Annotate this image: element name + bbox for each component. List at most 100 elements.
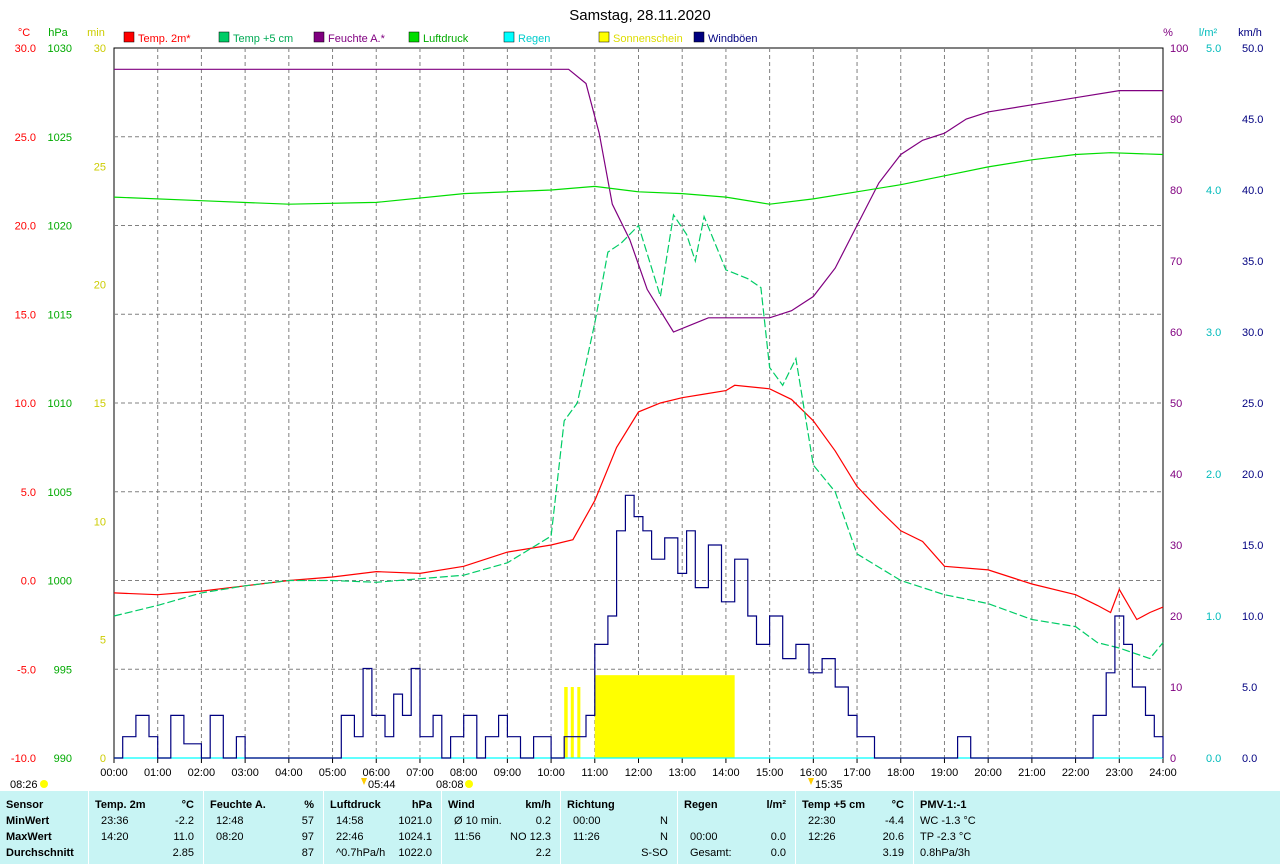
humidity-tick: 30 — [1170, 540, 1182, 552]
wind-unit: km/h — [1238, 27, 1262, 39]
humidity-tick: 50 — [1170, 398, 1182, 410]
footer-cell-time: 23:36 — [101, 815, 129, 827]
footer-row-label: MaxWert — [6, 831, 52, 843]
rain-tick: 5.0 — [1206, 43, 1221, 55]
humidity-tick: 0 — [1170, 753, 1176, 765]
sunshine-bar — [564, 687, 568, 758]
footer-cell-time: Ø 10 min. — [454, 815, 502, 827]
pressure-tick: 1015 — [48, 309, 72, 321]
series-feuchte-a — [114, 68, 1163, 333]
series-windb-en — [114, 494, 1164, 759]
footer-cell-time: 12:26 — [808, 831, 836, 843]
footer-cell-value: 0.0 — [770, 831, 786, 843]
footer-header: Wind — [448, 799, 475, 811]
footer-col-wind: Wind km/h Ø 10 min. 0.2 11:56 NO 12.3 2.2 — [441, 791, 559, 864]
footer-cell-time: 11:56 — [454, 831, 481, 843]
footer-cell-value: 57 — [301, 815, 314, 827]
footer-header: Richtung — [567, 799, 615, 811]
legend-label: Sonnenschein — [613, 33, 683, 45]
pressure-tick: 1020 — [48, 221, 72, 233]
humidity-tick: 20 — [1170, 611, 1182, 623]
sun-unit: min — [87, 27, 105, 39]
humidity-tick: 40 — [1170, 469, 1182, 481]
time-tick: 10:00 — [537, 767, 565, 779]
sun-dot — [465, 780, 473, 788]
legend-label: Windböen — [708, 33, 758, 45]
time-tick: 22:00 — [1062, 767, 1090, 779]
time-tick: 12:00 — [625, 767, 653, 779]
footer-cell-value: 2.85 — [172, 847, 194, 859]
footer-cell-value: -2.2 — [175, 815, 194, 827]
time-tick: 17:00 — [843, 767, 871, 779]
temp-tick: 10.0 — [15, 398, 36, 410]
time-tick: 16:00 — [800, 767, 828, 779]
footer-header: Luftdruck — [330, 799, 381, 811]
footer-unit: °C — [891, 799, 904, 811]
legend-label: Regen — [518, 33, 550, 45]
footer-cell-time: 14:20 — [101, 831, 129, 843]
marker-sunset: 15:35 — [815, 779, 843, 791]
sun-tick: 5 — [100, 635, 106, 647]
time-tick: 20:00 — [974, 767, 1002, 779]
time-tick: 01:00 — [144, 767, 172, 779]
pressure-tick: 1025 — [48, 132, 72, 144]
footer-cell-time: 14:58 — [336, 815, 364, 827]
footer-header: Sensor — [6, 799, 44, 811]
wind-tick: 30.0 — [1242, 327, 1263, 339]
bottom-markers: 08:26 05:44 08:08 15:35 — [10, 778, 843, 791]
footer-cell-time: WC -1.3 °C — [920, 815, 976, 827]
footer-col-richtung: Richtung 00:00 N 11:26 N S-SO — [560, 791, 676, 864]
footer-cell-time: 11:26 — [573, 831, 600, 843]
wind-tick: 45.0 — [1242, 114, 1263, 126]
legend-label: Temp +5 cm — [233, 33, 293, 45]
time-tick: 06:00 — [362, 767, 390, 779]
footer-cell-time: Gesamt: — [690, 847, 732, 859]
time-tick: 13:00 — [668, 767, 696, 779]
legend-swatch — [218, 31, 230, 43]
marker-left-time: 08:26 — [10, 779, 38, 791]
rain-tick: 3.0 — [1206, 327, 1221, 339]
pressure-tick: 1000 — [48, 576, 72, 588]
rain-tick: 0.0 — [1206, 753, 1221, 765]
footer-unit: hPa — [411, 799, 432, 811]
wind-tick: 5.0 — [1242, 682, 1257, 694]
footer-header: Temp +5 cm — [802, 799, 866, 811]
footer-header: Regen — [684, 799, 718, 811]
marker-daylight-start: 08:08 — [436, 779, 464, 791]
time-tick: 21:00 — [1018, 767, 1046, 779]
humidity-unit: % — [1163, 27, 1173, 39]
footer-col-luftdruck: Luftdruck hPa 14:58 1021.0 22:46 1024.1 ^0.7hP… — [323, 791, 440, 864]
footer-cell-time: 12:48 — [216, 815, 244, 827]
pressure-tick: 1030 — [48, 43, 72, 55]
time-tick: 04:00 — [275, 767, 303, 779]
series-temp-2m — [113, 384, 1164, 621]
pressure-tick: 1010 — [48, 398, 72, 410]
legend-label: Feuchte A.* — [328, 33, 386, 45]
footer-cell-value: S-SO — [641, 847, 668, 859]
footer-unit: % — [304, 799, 314, 811]
footer-row-label: MinWert — [6, 815, 50, 827]
footer-cell-time: 22:30 — [808, 815, 836, 827]
marker-sunrise: 05:44 — [368, 779, 396, 791]
humidity-tick: 60 — [1170, 327, 1182, 339]
time-tick: 05:00 — [319, 767, 347, 779]
footer-cell-value: N — [660, 831, 668, 843]
sunshine-bar — [594, 675, 735, 758]
footer-col-temp-5-cm: Temp +5 cm °C 22:30 -4.4 12:26 20.6 3.19 — [795, 791, 912, 864]
wind-tick: 15.0 — [1242, 540, 1263, 552]
temp-tick: 0.0 — [21, 576, 36, 588]
footer-cell-value: NO 12.3 — [510, 831, 551, 843]
humidity-tick: 100 — [1170, 43, 1188, 55]
footer-unit: km/h — [525, 799, 551, 811]
temp-tick: 15.0 — [15, 309, 36, 321]
footer-cell-value: 11.0 — [173, 831, 194, 843]
wind-tick: 25.0 — [1242, 398, 1263, 410]
sunset-icon — [808, 778, 814, 785]
legend-label: Temp. 2m* — [138, 33, 191, 45]
footer-cell-value: 1021.0 — [398, 815, 432, 827]
legend-swatch — [408, 31, 420, 43]
footer-cell-value: 3.19 — [882, 847, 904, 859]
time-tick: 07:00 — [406, 767, 434, 779]
temp-unit: °C — [18, 27, 30, 39]
humidity-tick: 90 — [1170, 114, 1182, 126]
